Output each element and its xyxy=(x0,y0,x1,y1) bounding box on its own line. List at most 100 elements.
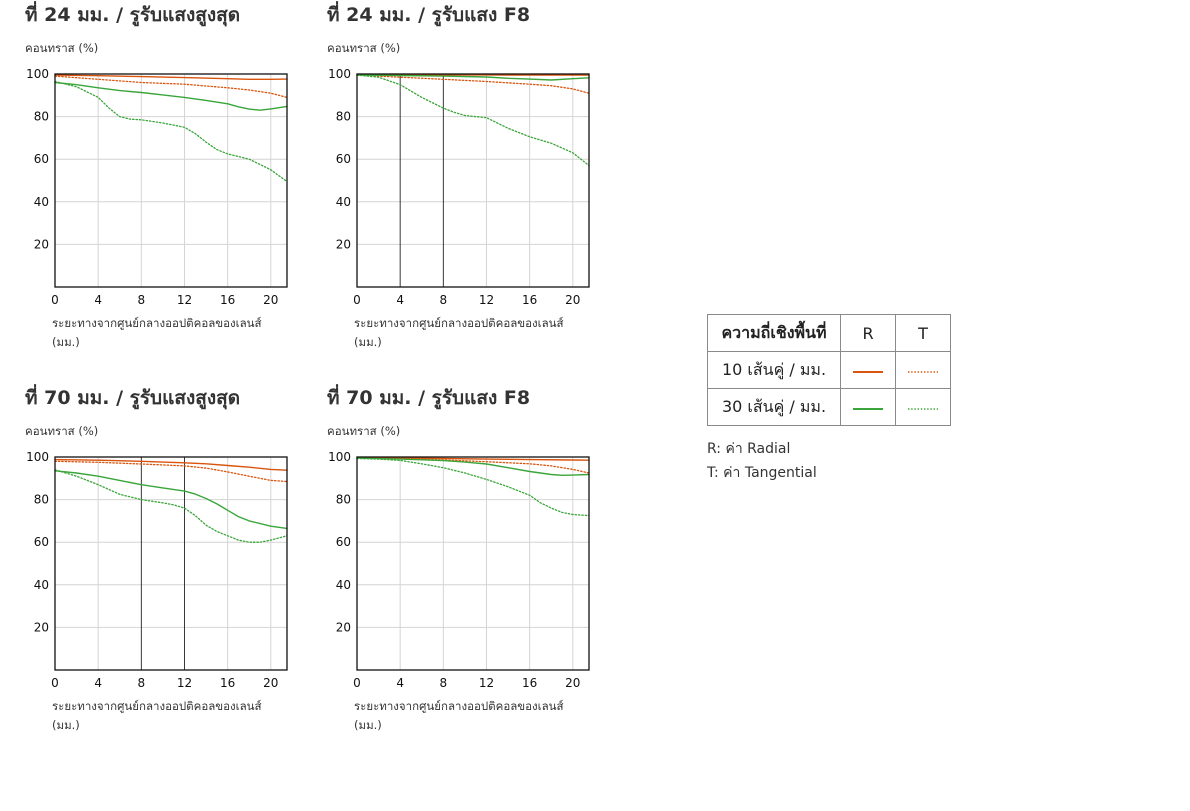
plot-frame xyxy=(54,73,288,288)
x-tick-label: 20 xyxy=(565,676,580,690)
chart-title: ที่ 24 มม. / รูรับแสงสูงสุด xyxy=(25,4,241,26)
y-tick-label: 40 xyxy=(34,578,49,592)
x-tick-label: 20 xyxy=(263,676,278,690)
chart-xlabel-line1: ระยะทางจากศูนย์กลางออปติคอลของเลนส์ xyxy=(52,699,262,713)
y-tick-label: 100 xyxy=(26,67,49,81)
x-tick-label: 16 xyxy=(220,293,235,307)
x-tick-label: 12 xyxy=(479,293,494,307)
series-line-r10 xyxy=(356,456,590,461)
series-line-r10 xyxy=(54,458,288,471)
chart-plot: 100 80 60 40 20 0 4 8 12 16 20 xyxy=(328,450,590,690)
legend-line-t30 xyxy=(908,407,938,410)
series-line-r30 xyxy=(356,457,590,476)
series-line-t10 xyxy=(356,74,590,94)
x-tick-label: 0 xyxy=(51,676,59,690)
x-tick-label: 4 xyxy=(94,293,102,307)
x-tick-label: 8 xyxy=(440,676,448,690)
legend-header-r: R xyxy=(840,314,896,352)
y-tick-label: 20 xyxy=(34,237,49,251)
x-tick-label: 4 xyxy=(94,676,102,690)
chart-xlabel: ระยะทางจากศูนย์กลางออปติคอลของเลนส์ (มม.… xyxy=(354,314,614,352)
y-tick-label: 40 xyxy=(34,195,49,209)
chart-xlabel-line1: ระยะทางจากศูนย์กลางออปติคอลของเลนส์ xyxy=(354,699,564,713)
y-tick-label: 80 xyxy=(336,493,351,507)
chart-title: ที่ 24 มม. / รูรับแสง F8 xyxy=(327,4,531,26)
chart-ylabel: คอนทราส (%) xyxy=(327,41,401,55)
mtf-chart-24mm-f8: ที่ 24 มม. / รูรับแสง F8 คอนทราส (%) 100… xyxy=(327,0,617,360)
x-tick-label: 16 xyxy=(220,676,235,690)
legend-note-tangential: T: ค่า Tangential xyxy=(707,465,817,481)
series-line-t30 xyxy=(54,80,288,183)
x-tick-label: 20 xyxy=(263,293,278,307)
legend-row-10: 10 เส้นคู่ / มม. xyxy=(707,351,951,389)
series-line-t10 xyxy=(54,460,288,483)
legend-line-r10 xyxy=(853,370,883,373)
x-tick-label: 8 xyxy=(138,293,146,307)
chart-ylabel: คอนทราส (%) xyxy=(25,424,99,438)
legend-row-10-label: 10 เส้นคู่ / มม. xyxy=(707,351,841,389)
plot-frame xyxy=(54,456,288,671)
legend-row-30: 30 เส้นคู่ / มม. xyxy=(707,388,951,426)
series-line-t10 xyxy=(54,75,288,99)
x-tick-label: 0 xyxy=(51,293,59,307)
x-tick-label: 4 xyxy=(396,293,404,307)
series-line-r30 xyxy=(54,470,288,530)
legend-swatch-t30 xyxy=(895,388,951,426)
x-tick-label: 4 xyxy=(396,676,404,690)
y-tick-label: 20 xyxy=(336,237,351,251)
x-tick-label: 16 xyxy=(522,676,537,690)
x-tick-label: 8 xyxy=(138,676,146,690)
chart-xlabel-line2: (มม.) xyxy=(354,335,382,349)
chart-xlabel-line2: (มม.) xyxy=(52,335,80,349)
x-tick-label: 12 xyxy=(177,676,192,690)
y-tick-label: 60 xyxy=(34,152,49,166)
legend-header-row: ความถี่เชิงพื้นที่ R T xyxy=(707,314,951,352)
x-tick-label: 0 xyxy=(353,293,361,307)
chart-xlabel: ระยะทางจากศูนย์กลางออปติคอลของเลนส์ (มม.… xyxy=(354,697,614,735)
y-tick-label: 80 xyxy=(34,493,49,507)
chart-plot: 100 80 60 40 20 0 4 8 12 16 20 xyxy=(26,450,288,690)
chart-title: ที่ 70 มม. / รูรับแสงสูงสุด xyxy=(25,387,241,409)
y-tick-label: 60 xyxy=(34,535,49,549)
series-line-r30 xyxy=(356,74,590,81)
y-tick-label: 100 xyxy=(328,67,351,81)
legend-table: ความถี่เชิงพื้นที่ R T 10 เส้นคู่ / มม. … xyxy=(707,314,951,426)
x-tick-label: 20 xyxy=(565,293,580,307)
y-tick-label: 40 xyxy=(336,578,351,592)
legend-line-r30 xyxy=(853,407,883,410)
y-tick-label: 20 xyxy=(336,620,351,634)
chart-ylabel: คอนทราส (%) xyxy=(327,424,401,438)
series-line-t30 xyxy=(54,469,288,543)
chart-title: ที่ 70 มม. / รูรับแสง F8 xyxy=(327,387,531,409)
legend-header-t: T xyxy=(895,314,951,352)
chart-xlabel-line2: (มม.) xyxy=(52,718,80,732)
series-line-r10 xyxy=(54,74,288,80)
y-tick-label: 100 xyxy=(26,450,49,464)
chart-xlabel-line1: ระยะทางจากศูนย์กลางออปติคอลของเลนส์ xyxy=(52,316,262,330)
chart-xlabel-line1: ระยะทางจากศูนย์กลางออปติคอลของเลนส์ xyxy=(354,316,564,330)
y-tick-label: 20 xyxy=(34,620,49,634)
legend-swatch-r30 xyxy=(840,388,896,426)
x-tick-label: 12 xyxy=(177,293,192,307)
y-tick-label: 80 xyxy=(34,110,49,124)
y-tick-label: 80 xyxy=(336,110,351,124)
y-tick-label: 60 xyxy=(336,152,351,166)
chart-xlabel: ระยะทางจากศูนย์กลางออปติคอลของเลนส์ (มม.… xyxy=(52,314,312,352)
chart-plot: 100 80 60 40 20 0 4 8 12 16 20 xyxy=(328,67,590,307)
y-tick-label: 60 xyxy=(336,535,351,549)
chart-xlabel-line2: (มม.) xyxy=(354,718,382,732)
mtf-chart-24mm-max: ที่ 24 มม. / รูรับแสงสูงสุด คอนทราส (%) … xyxy=(25,0,315,360)
mtf-chart-70mm-max: ที่ 70 มม. / รูรับแสงสูงสุด คอนทราส (%) … xyxy=(25,383,315,743)
chart-xlabel: ระยะทางจากศูนย์กลางออปติคอลของเลนส์ (มม.… xyxy=(52,697,312,735)
series-line-t30 xyxy=(356,74,590,167)
legend-swatch-r10 xyxy=(840,351,896,389)
plot-frame xyxy=(356,73,590,288)
legend-note-radial: R: ค่า Radial xyxy=(707,441,791,457)
x-tick-label: 8 xyxy=(440,293,448,307)
x-tick-label: 12 xyxy=(479,676,494,690)
series-line-r30 xyxy=(54,81,288,111)
legend-row-30-label: 30 เส้นคู่ / มม. xyxy=(707,388,841,426)
chart-plot: 100 80 60 40 20 0 4 8 12 16 20 xyxy=(26,67,288,307)
plot-frame xyxy=(356,456,590,671)
x-tick-label: 16 xyxy=(522,293,537,307)
